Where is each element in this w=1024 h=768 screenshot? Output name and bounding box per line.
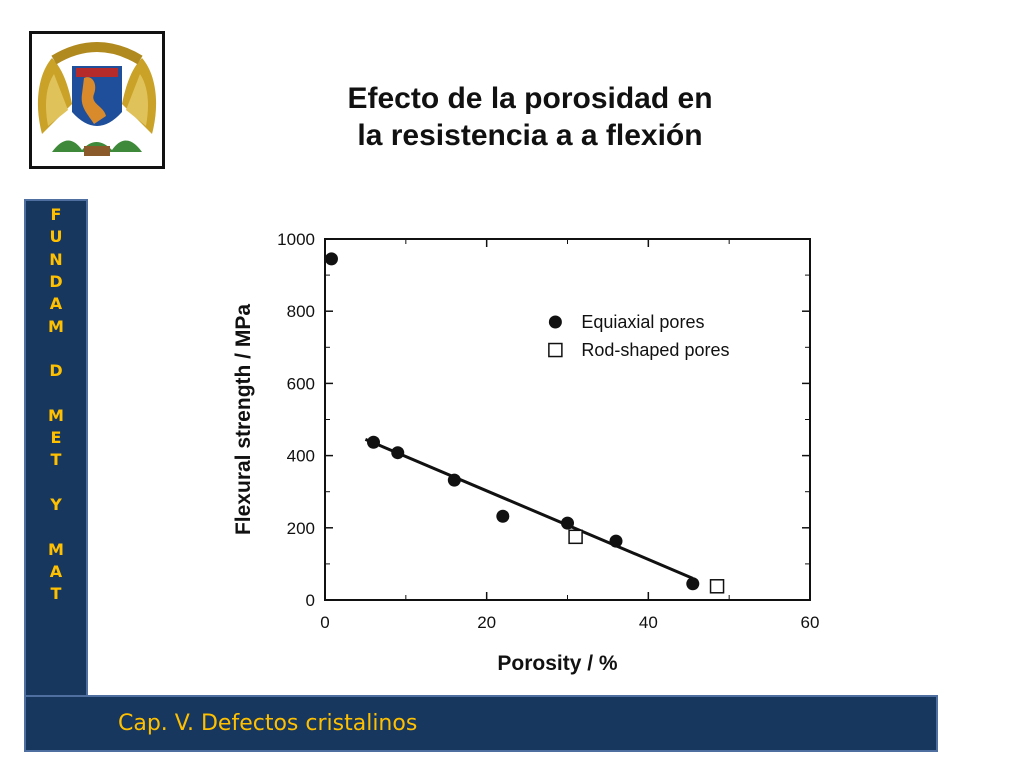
- rod-shaped-point: [709, 579, 725, 594]
- footer-text: Cap. V. Defectos cristalinos: [118, 711, 418, 736]
- sidebar-letter: U: [49, 227, 63, 247]
- x-tick-label: 0: [320, 613, 329, 632]
- plot-frame: [324, 238, 811, 601]
- sidebar-letter: N: [49, 249, 63, 269]
- sidebar-letter: A: [49, 294, 63, 314]
- equiaxial-point: [447, 473, 461, 487]
- sidebar-letter: Y: [50, 494, 62, 514]
- sidebar-letter: M: [48, 539, 64, 559]
- university-logo: [29, 31, 165, 169]
- equiaxial-point: [609, 534, 623, 548]
- y-tick-label: 0: [306, 591, 315, 610]
- x-tick-label: 20: [477, 613, 496, 632]
- fit-line: [364, 437, 694, 580]
- y-tick-label: 600: [287, 374, 315, 393]
- legend-marker: [548, 342, 563, 358]
- y-tick-label: 200: [287, 519, 315, 538]
- equiaxial-point: [686, 577, 700, 591]
- sidebar-letter: E: [50, 428, 62, 447]
- equiaxial-point: [561, 516, 574, 530]
- equiaxial-point: [367, 435, 380, 449]
- equiaxial-point: [324, 252, 338, 266]
- title-line-2: la resistencia a a flexión: [357, 119, 703, 152]
- rod-shaped-point: [568, 529, 583, 545]
- sidebar-letter: F: [50, 205, 62, 224]
- footer-bar: Cap. V. Defectos cristalinos: [24, 695, 938, 752]
- sidebar-letter: A: [49, 561, 63, 581]
- x-tick-label: 40: [639, 613, 658, 632]
- equiaxial-point: [496, 509, 510, 523]
- equiaxial-point: [391, 446, 405, 460]
- x-tick-label: 60: [801, 613, 820, 632]
- sidebar-letter: M: [48, 316, 64, 336]
- legend-marker: [548, 315, 562, 329]
- page-title: Efecto de la porosidad en la resistencia…: [260, 80, 800, 154]
- legend-label: Rod-shaped pores: [581, 340, 729, 360]
- y-tick-label: 1000: [277, 230, 315, 249]
- sidebar-letter: M: [48, 405, 64, 425]
- y-axis-label: Flexural strength / MPa: [232, 304, 255, 535]
- y-tick-label: 800: [287, 302, 315, 321]
- x-axis-label: Porosity / %: [497, 652, 618, 675]
- sidebar-letter: D: [49, 361, 63, 381]
- sidebar-letter: T: [50, 584, 62, 604]
- y-tick-label: 400: [287, 447, 315, 466]
- legend-label: Equiaxial pores: [581, 312, 704, 332]
- sidebar-letter: T: [50, 450, 62, 470]
- title-line-1: Efecto de la porosidad en: [347, 82, 713, 115]
- sidebar-letter: D: [49, 271, 63, 291]
- unam-seal-icon: [37, 42, 157, 156]
